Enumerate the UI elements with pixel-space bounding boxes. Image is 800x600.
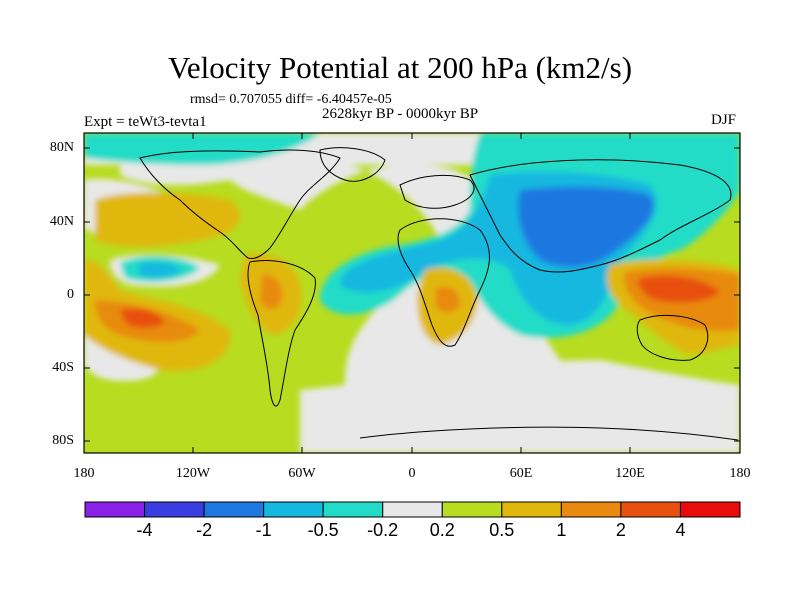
plot-title: Velocity Potential at 200 hPa (km2/s): [167, 50, 633, 85]
season-text: DJF: [711, 112, 737, 128]
australia-outline: [636, 315, 709, 361]
lat-label-40n: 40N: [49, 214, 74, 229]
lat-label-40s: 40S: [52, 360, 74, 375]
asia-outline: [469, 159, 732, 273]
darkorange-africa: [435, 286, 461, 313]
redorange-west-pacific: [638, 275, 720, 303]
colorbar-swatch: [263, 501, 324, 518]
lat-label-0: 0: [67, 287, 74, 302]
tick-marks: [84, 133, 740, 453]
lon-label-0: 0: [408, 466, 416, 481]
darkorange-south-america: [260, 274, 283, 309]
colorbar-label: 0.5: [489, 520, 515, 540]
lon-label-180w: 180: [73, 466, 95, 481]
lat-label-80n: 80N: [49, 140, 74, 155]
colorbar-label: 1: [556, 520, 567, 540]
velocity-potential-field: [84, 133, 740, 453]
colorbar-swatch: [441, 501, 503, 518]
colorbar: [84, 501, 741, 518]
redorange-south-pacific: [120, 308, 165, 328]
colorbar-swatch: [322, 501, 384, 518]
lon-label-120w: 120W: [175, 466, 211, 481]
colorbar-swatch: [560, 501, 622, 518]
europe-outline: [399, 175, 475, 209]
colorbar-swatch: [203, 501, 265, 518]
colorbar-swatch: [679, 501, 741, 518]
lon-label-120e: 120E: [615, 466, 645, 481]
colorbar-label: 2: [615, 520, 626, 540]
colorbar-swatch: [382, 501, 443, 518]
orange-north-pacific: [95, 192, 240, 247]
period-text: 2628kyr BP - 0000kyr BP: [322, 106, 479, 122]
colorbar-label: -1: [255, 520, 272, 540]
colorbar-swatch: [501, 501, 562, 518]
lon-label-60w: 60W: [288, 466, 316, 481]
colorbar-label: -0.2: [367, 520, 399, 540]
africa-outline: [397, 218, 490, 347]
lon-label-60e: 60E: [509, 466, 533, 481]
colorbar-label: -0.5: [307, 520, 339, 540]
colorbar-swatch: [84, 501, 146, 518]
colorbar-swatch: [620, 501, 681, 518]
colorbar-label: 4: [675, 520, 686, 540]
lat-label-80s: 80S: [52, 433, 74, 448]
lightblue-pacific-spot: [138, 262, 182, 278]
lon-label-180e: 180: [729, 466, 751, 481]
coastlines: [139, 147, 739, 441]
stats-text: rmsd= 0.707055 diff= -6.40457e-05: [190, 92, 392, 107]
greenland-outline: [319, 147, 386, 182]
colorbar-label: -4: [136, 520, 153, 540]
blue-core-asia: [518, 186, 654, 267]
colorbar-label: -2: [196, 520, 213, 540]
south-america-outline: [247, 260, 316, 407]
north-america-outline: [139, 149, 341, 259]
neutral-atlantic: [120, 152, 560, 430]
antarctica-outline: [359, 426, 739, 441]
colorbar-label: 0.2: [429, 520, 455, 540]
experiment-text: Expt = teWt3-tevta1: [84, 114, 207, 130]
colorbar-swatch: [144, 501, 205, 518]
